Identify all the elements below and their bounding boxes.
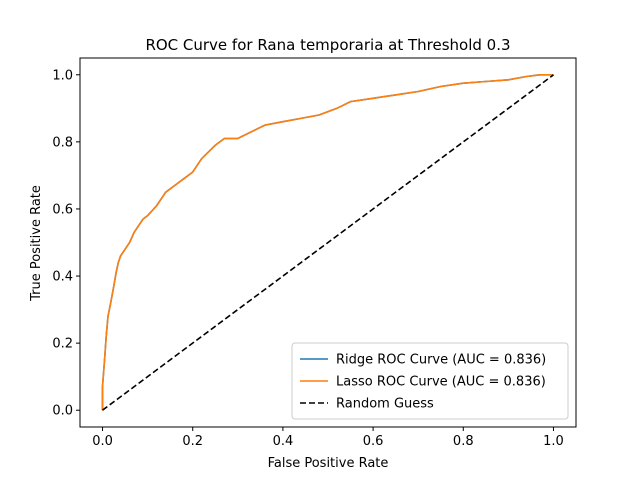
y-tick-label: 0.8 bbox=[52, 135, 73, 150]
x-tick-label: 0.2 bbox=[182, 434, 203, 449]
y-tick-label: 0.4 bbox=[52, 270, 73, 285]
x-tick-label: 0.8 bbox=[453, 434, 474, 449]
legend-box bbox=[291, 342, 569, 420]
legend-label: Random Guess bbox=[336, 397, 434, 412]
series-line-2 bbox=[102, 74, 554, 411]
series-layer bbox=[101, 74, 554, 411]
x-axis-label: False Positive Rate bbox=[268, 456, 389, 471]
axes-frame bbox=[79, 57, 577, 428]
y-tick-label: 0.0 bbox=[52, 404, 73, 419]
x-axis-ticks: 0.0 0.2 0.4 0.6 0.8 1.0 bbox=[92, 427, 564, 449]
y-tick-label: 1.0 bbox=[52, 68, 73, 83]
x-tick-label: 1.0 bbox=[543, 434, 564, 449]
legend-label: Lasso ROC Curve (AUC = 0.836) bbox=[336, 375, 546, 390]
x-tick-label: 0.4 bbox=[273, 434, 294, 449]
x-tick-label: 0.0 bbox=[92, 434, 113, 449]
series-line-1 bbox=[101, 74, 554, 411]
y-axis-label: True Positive Rate bbox=[29, 185, 44, 302]
legend-label: Ridge ROC Curve (AUC = 0.836) bbox=[336, 353, 546, 368]
y-axis-ticks: 0.0 0.2 0.4 0.6 0.8 1.0 bbox=[52, 68, 80, 419]
y-tick-label: 0.6 bbox=[52, 202, 73, 217]
chart-title: ROC Curve for Rana temporaria at Thresho… bbox=[145, 36, 510, 54]
x-tick-label: 0.6 bbox=[363, 434, 384, 449]
y-tick-label: 0.2 bbox=[52, 337, 73, 352]
legend: Ridge ROC Curve (AUC = 0.836) Lasso ROC C… bbox=[291, 342, 569, 420]
